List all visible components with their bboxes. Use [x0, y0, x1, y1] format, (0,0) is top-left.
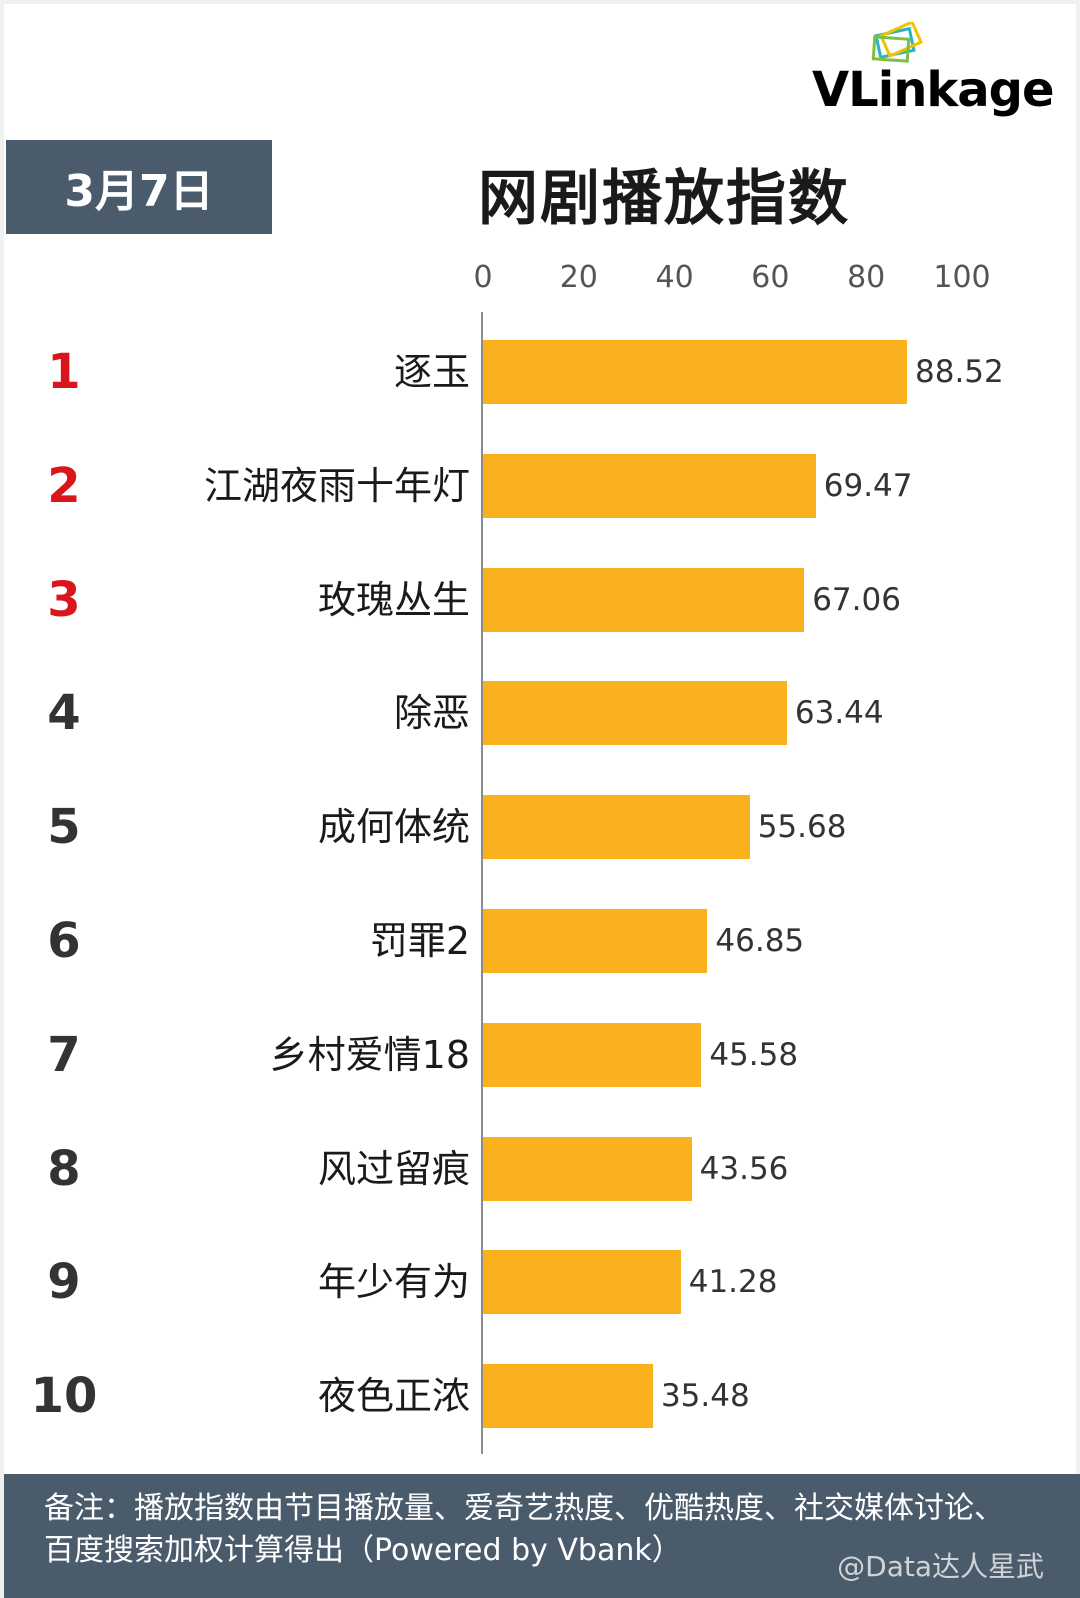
rank-number: 9: [47, 1254, 81, 1310]
bar: [483, 1023, 702, 1087]
rank-number: 4: [47, 685, 81, 741]
y-axis-line: [481, 312, 483, 1454]
rank-number: 3: [47, 572, 81, 628]
bar: [483, 795, 750, 859]
x-tick-label: 60: [751, 260, 790, 295]
category-label: 乡村爱情18: [269, 1033, 470, 1077]
bar: [483, 681, 787, 745]
value-label: 46.85: [715, 923, 805, 959]
x-tick-label: 100: [933, 260, 991, 295]
bar-row: 9 年少有为 41.28: [4, 1250, 1080, 1314]
bar-row: 6 罚罪2 46.85: [4, 909, 1080, 973]
value-label: 45.58: [709, 1037, 799, 1073]
value-label: 67.06: [812, 582, 901, 618]
value-label: 41.28: [688, 1264, 778, 1300]
category-label: 玫瑰丛生: [317, 578, 470, 622]
value-label: 35.48: [660, 1378, 750, 1414]
category-label: 风过留痕: [317, 1147, 470, 1191]
value-label: 43.56: [699, 1151, 789, 1187]
category-label: 逐玉: [393, 350, 470, 394]
footer-note: 备注：播放指数由节目播放量、爱奇艺热度、优酷热度、社交媒体讨论、百度搜索加权计算…: [44, 1491, 1004, 1568]
bar: [483, 454, 816, 518]
category-label: 夜色正浓: [317, 1374, 470, 1418]
rank-number: 6: [47, 913, 81, 969]
rank-number: 8: [47, 1141, 81, 1197]
watermark: @Data达人星武: [837, 1550, 1044, 1583]
bar: [483, 909, 708, 973]
vlinkage-logo: VLinkage: [812, 22, 1057, 122]
rank-number: 1: [47, 344, 81, 400]
category-label: 年少有为: [317, 1260, 470, 1304]
bar-row: 2 江湖夜雨十年灯 69.47: [4, 454, 1080, 518]
bar-row: 7 乡村爱情18 45.58: [4, 1023, 1080, 1087]
value-label: 88.52: [915, 354, 1004, 390]
logo-text: VLinkage: [812, 62, 1055, 118]
bar-row: 3 玫瑰丛生 67.06: [4, 568, 1080, 632]
x-tick-label: 0: [473, 260, 493, 295]
bar-row: 10 夜色正浓 35.48: [4, 1364, 1080, 1428]
value-label: 69.47: [823, 468, 913, 504]
bar: [483, 1137, 692, 1201]
bar-row: 1 逐玉 88.52: [4, 340, 1080, 404]
date-badge: 3月7日: [6, 140, 272, 234]
footer-note-bar: 备注：播放指数由节目播放量、爱奇艺热度、优酷热度、社交媒体讨论、百度搜索加权计算…: [4, 1474, 1080, 1598]
x-tick-label: 20: [559, 260, 598, 295]
x-tick-label: 40: [655, 260, 694, 295]
rank-number: 2: [47, 458, 81, 514]
bar-row: 4 除恶 63.44: [4, 681, 1080, 745]
x-tick-label: 80: [847, 260, 886, 295]
chart-title: 网剧播放指数: [478, 164, 850, 234]
rank-number: 10: [30, 1368, 98, 1424]
rank-number: 5: [47, 799, 81, 855]
category-label: 罚罪2: [369, 919, 470, 963]
bar: [483, 340, 907, 404]
bar-row: 8 风过留痕 43.56: [4, 1137, 1080, 1201]
category-label: 成何体统: [317, 805, 470, 849]
logo-frames-icon: [871, 22, 923, 63]
bar: [483, 568, 805, 632]
bar-row: 5 成何体统 55.68: [4, 795, 1080, 859]
value-label: 55.68: [757, 809, 847, 845]
category-label: 江湖夜雨十年灯: [203, 464, 470, 508]
category-label: 除恶: [393, 691, 470, 735]
bar: [483, 1364, 653, 1428]
bar: [483, 1250, 681, 1314]
rank-number: 7: [47, 1027, 81, 1083]
value-label: 63.44: [794, 695, 884, 731]
